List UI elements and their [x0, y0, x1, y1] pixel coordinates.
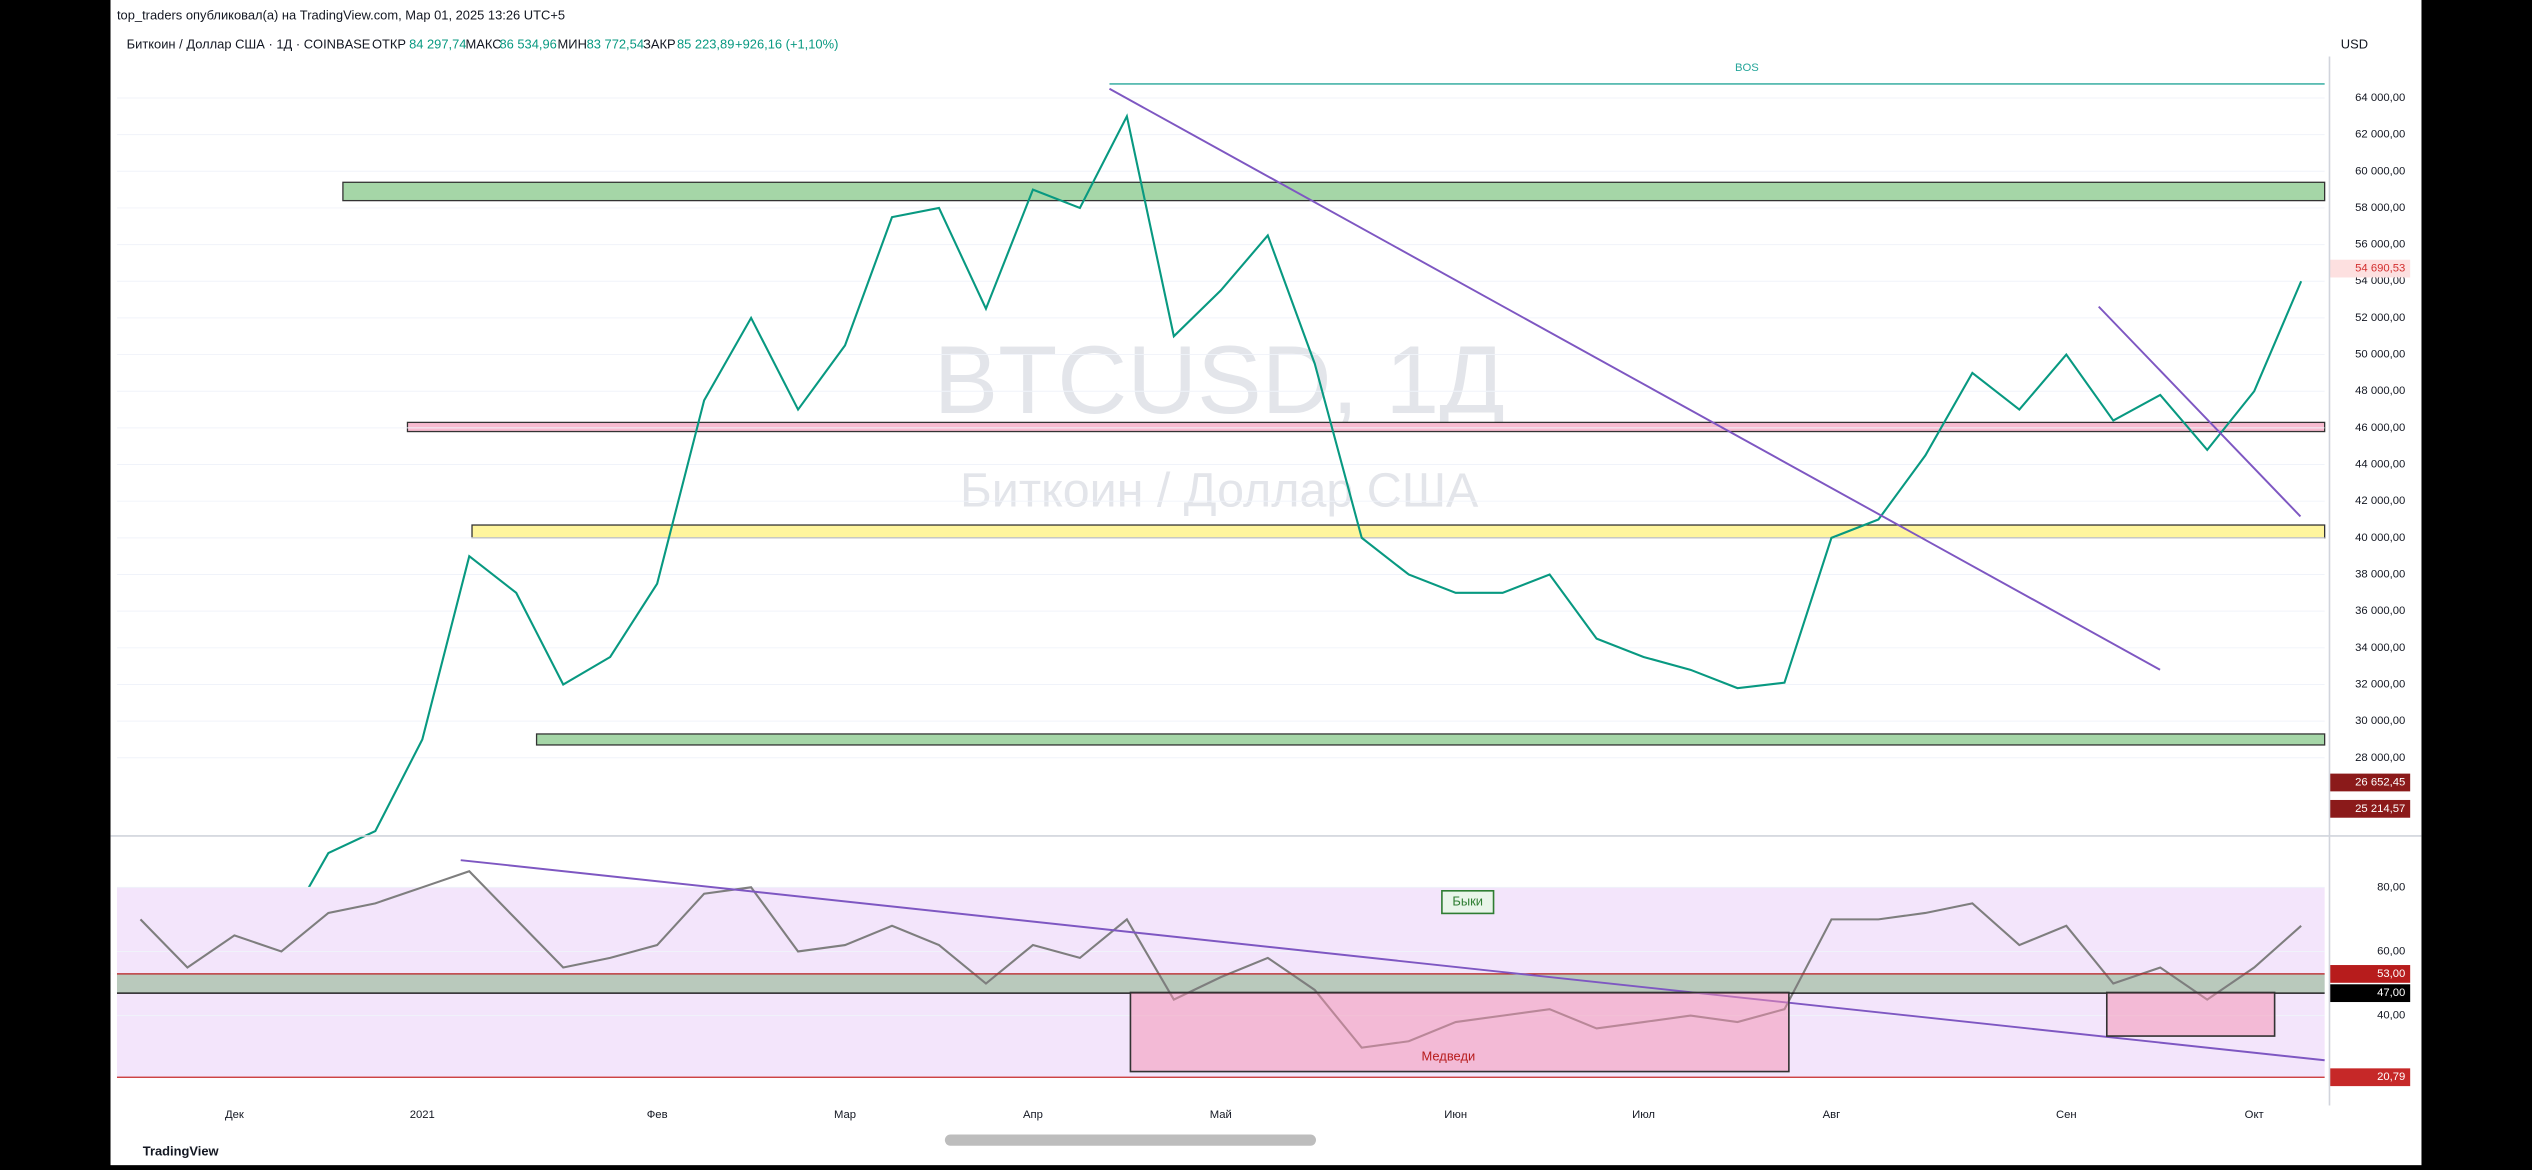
scrollbar[interactable]	[944, 1134, 1317, 1146]
x-tick-label: Май	[1210, 1109, 1232, 1121]
close: 85 223,89	[677, 37, 734, 52]
currency: USD	[2341, 37, 2368, 52]
x-tick-label: Дек	[225, 1109, 244, 1121]
y-tick-label: 48 000,00	[2355, 385, 2405, 397]
y-tick-label: 44 000,00	[2355, 459, 2405, 471]
y-tick-label: 32 000,00	[2355, 678, 2405, 690]
y-tick-label: 38 000,00	[2355, 568, 2405, 580]
price-label-box	[2329, 799, 2411, 818]
zone	[471, 524, 2326, 539]
y-tick-label: 42 000,00	[2355, 495, 2405, 507]
y-tick-label: 36 000,00	[2355, 605, 2405, 617]
y-tick-label: 64 000,00	[2355, 92, 2405, 104]
y-tick-label: 54 000,00	[2355, 275, 2405, 287]
zone	[342, 181, 2326, 202]
price-label-box	[2329, 773, 2411, 792]
high: 86 534,96	[499, 37, 556, 52]
open-label: ОТКР	[372, 37, 406, 52]
zone	[116, 973, 2325, 994]
bear-box	[1129, 991, 1790, 1073]
legend-line: Биткоин / Доллар США · 1Д · COINBASE ОТК…	[127, 37, 839, 52]
price-label: 25 214,57	[2355, 803, 2405, 815]
zone	[406, 421, 2326, 433]
high-label: МАКС	[466, 37, 502, 52]
watermark-name: Биткоин / Доллар США	[960, 464, 1479, 518]
y-tick-label: 62 000,00	[2355, 129, 2405, 141]
price-label: 47,00	[2377, 987, 2405, 999]
price-label-box	[2329, 259, 2411, 278]
y-tick-label: 46 000,00	[2355, 422, 2405, 434]
low: 83 772,54	[587, 37, 644, 52]
low-label: МИН	[558, 37, 587, 52]
series-line	[139, 870, 2302, 1049]
trend-line	[2098, 305, 2302, 518]
open: 84 297,74	[409, 37, 466, 52]
drawings	[460, 83, 2325, 1073]
trend-line	[460, 859, 2325, 1062]
bull-label: Быки	[1452, 894, 1483, 909]
price-label-box	[2329, 965, 2411, 983]
y-tick-label: 34 000,00	[2355, 642, 2405, 654]
footer-brand: TradingView	[143, 1144, 220, 1159]
bear-box	[2105, 991, 2276, 1037]
bos-label: BOS	[1735, 62, 1759, 74]
x-tick-label: Апр	[1023, 1109, 1043, 1121]
watermark-ticker: BTCUSD, 1Д	[934, 325, 1505, 434]
x-tick-label: Авг	[1823, 1109, 1841, 1121]
close-label: ЗАКР	[643, 37, 676, 52]
price-label: 53,00	[2377, 968, 2405, 980]
price-label: 54 690,53	[2355, 263, 2405, 275]
y-tick-label: 40,00	[2377, 1010, 2405, 1022]
trend-line	[1108, 87, 2161, 671]
x-tick-label: Окт	[2245, 1109, 2264, 1121]
y-tick-label: 56 000,00	[2355, 239, 2405, 251]
change: +926,16 (+1,10%)	[735, 37, 838, 52]
y-tick-label: 52 000,00	[2355, 312, 2405, 324]
symbol: Биткоин / Доллар США · 1Д · COINBASE	[127, 37, 371, 52]
x-tick-label: 2021	[410, 1109, 435, 1121]
x-tick-label: Мар	[834, 1109, 856, 1121]
y-tick-label: 58 000,00	[2355, 202, 2405, 214]
price-label: 20,79	[2377, 1071, 2405, 1083]
x-tick-label: Июл	[1632, 1109, 1655, 1121]
zone	[535, 733, 2326, 746]
y-tick-label: 28 000,00	[2355, 752, 2405, 764]
price-label: 26 652,45	[2355, 776, 2405, 788]
x-tick-label: Июн	[1444, 1109, 1467, 1121]
price-label-box	[2329, 984, 2411, 1003]
series-line	[140, 113, 2303, 952]
x-tick-label: Фев	[647, 1109, 668, 1121]
x-tick-label: Сен	[2056, 1109, 2077, 1121]
y-tick-label: 30 000,00	[2355, 715, 2405, 727]
y-tick-label: 80,00	[2377, 881, 2405, 893]
y-tick-label: 50 000,00	[2355, 349, 2405, 361]
y-tick-label: 60 000,00	[2355, 165, 2405, 177]
bull-tag	[1441, 890, 1495, 915]
price-label-box	[2329, 1068, 2411, 1087]
bear-label: Медведи	[1422, 1048, 1476, 1063]
author-line: top_traders опубликовал(а) на TradingVie…	[117, 8, 565, 23]
y-tick-label: 60,00	[2377, 945, 2405, 957]
y-tick-label: 40 000,00	[2355, 532, 2405, 544]
